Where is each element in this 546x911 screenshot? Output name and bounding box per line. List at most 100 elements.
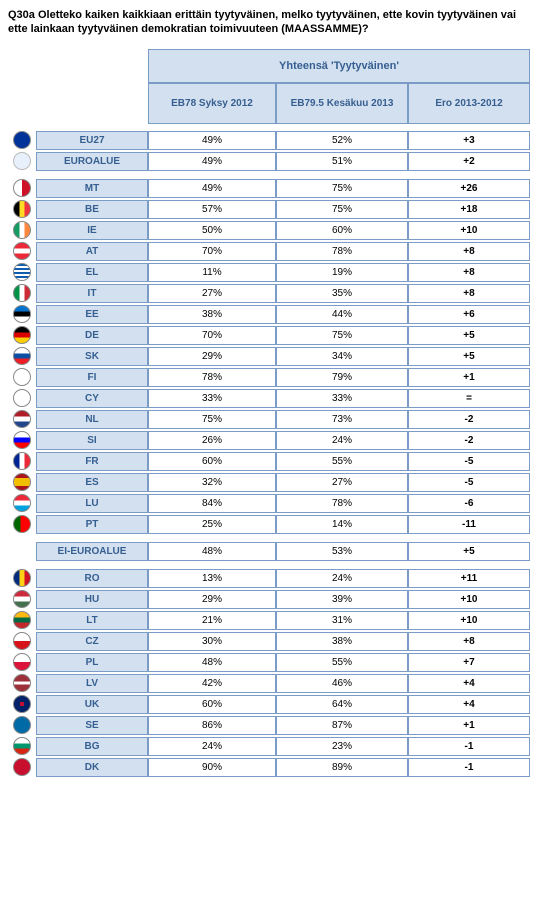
country-name: HU [36, 590, 148, 609]
value-2013: 75% [276, 326, 408, 345]
value-diff: +10 [408, 590, 530, 609]
flag-cell [8, 262, 36, 283]
flag-icon [13, 242, 31, 260]
value-diff: +4 [408, 674, 530, 693]
value-2013: 14% [276, 515, 408, 534]
value-diff: +8 [408, 242, 530, 261]
flag-icon [13, 389, 31, 407]
flag-icon [13, 758, 31, 776]
value-2012: 13% [148, 569, 276, 588]
country-name: FI [36, 368, 148, 387]
flag-cell [8, 220, 36, 241]
country-name: SI [36, 431, 148, 450]
value-2013: 79% [276, 368, 408, 387]
value-diff: -2 [408, 410, 530, 429]
value-2012: 78% [148, 368, 276, 387]
header2-blank-flag [8, 83, 36, 124]
value-2013: 55% [276, 653, 408, 672]
flag-cell [8, 652, 36, 673]
flag-cell [8, 283, 36, 304]
flag-cell [8, 325, 36, 346]
value-diff: +4 [408, 695, 530, 714]
flag-cell [8, 493, 36, 514]
value-2013: 35% [276, 284, 408, 303]
value-diff: +2 [408, 152, 530, 171]
value-diff: +7 [408, 653, 530, 672]
value-2013: 44% [276, 305, 408, 324]
value-diff: -1 [408, 737, 530, 756]
value-2013: 78% [276, 494, 408, 513]
flag-cell [8, 715, 36, 736]
value-2013: 53% [276, 542, 408, 561]
value-2013: 34% [276, 347, 408, 366]
header-blank-name [36, 49, 148, 83]
flag-icon [13, 590, 31, 608]
flag-icon [13, 473, 31, 491]
country-name: EU27 [36, 131, 148, 150]
value-2013: 31% [276, 611, 408, 630]
flag-icon [13, 263, 31, 281]
country-name: PL [36, 653, 148, 672]
value-2013: 23% [276, 737, 408, 756]
country-name: DK [36, 758, 148, 777]
value-2012: 25% [148, 515, 276, 534]
header2-blank-name [36, 83, 148, 124]
value-2012: 57% [148, 200, 276, 219]
flag-cell [8, 736, 36, 757]
country-name: EUROALUE [36, 152, 148, 171]
country-name: MT [36, 179, 148, 198]
column-header-2: EB79.5 Kesäkuu 2013 [276, 83, 408, 124]
header-top: Yhteensä 'Tyytyväinen' [148, 49, 530, 83]
flag-icon [13, 737, 31, 755]
value-2012: 49% [148, 152, 276, 171]
flag-cell [8, 694, 36, 715]
country-name: SE [36, 716, 148, 735]
country-name: EL [36, 263, 148, 282]
value-diff: +8 [408, 284, 530, 303]
spacer [8, 124, 530, 130]
value-diff: +8 [408, 632, 530, 651]
value-2012: 11% [148, 263, 276, 282]
data-table: Yhteensä 'Tyytyväinen' EB78 Syksy 2012 E… [8, 49, 538, 778]
value-diff: +5 [408, 347, 530, 366]
flag-cell [8, 346, 36, 367]
flag-cell [8, 130, 36, 151]
flag-cell [8, 757, 36, 778]
value-diff: +26 [408, 179, 530, 198]
value-2013: 75% [276, 200, 408, 219]
value-2013: 64% [276, 695, 408, 714]
flag-cell [8, 472, 36, 493]
value-2012: 42% [148, 674, 276, 693]
value-diff: +5 [408, 542, 530, 561]
value-2012: 75% [148, 410, 276, 429]
flag-cell [8, 673, 36, 694]
value-2012: 60% [148, 695, 276, 714]
header-blank-flag [8, 49, 36, 83]
flag-icon [13, 305, 31, 323]
country-name: LT [36, 611, 148, 630]
value-2013: 78% [276, 242, 408, 261]
value-2013: 51% [276, 152, 408, 171]
column-header-1: EB78 Syksy 2012 [148, 83, 276, 124]
value-2012: 50% [148, 221, 276, 240]
value-2012: 30% [148, 632, 276, 651]
value-2013: 27% [276, 473, 408, 492]
country-name: SK [36, 347, 148, 366]
flag-icon [13, 200, 31, 218]
value-2013: 73% [276, 410, 408, 429]
country-name: AT [36, 242, 148, 261]
value-2012: 84% [148, 494, 276, 513]
country-name: LV [36, 674, 148, 693]
flag-icon [13, 695, 31, 713]
value-2013: 46% [276, 674, 408, 693]
value-2012: 70% [148, 326, 276, 345]
flag-cell [8, 631, 36, 652]
value-diff: +10 [408, 221, 530, 240]
country-name: PT [36, 515, 148, 534]
flag-icon [13, 716, 31, 734]
value-diff: -5 [408, 473, 530, 492]
value-diff: -2 [408, 431, 530, 450]
flag-cell [8, 568, 36, 589]
flag-cell [8, 589, 36, 610]
value-2013: 87% [276, 716, 408, 735]
